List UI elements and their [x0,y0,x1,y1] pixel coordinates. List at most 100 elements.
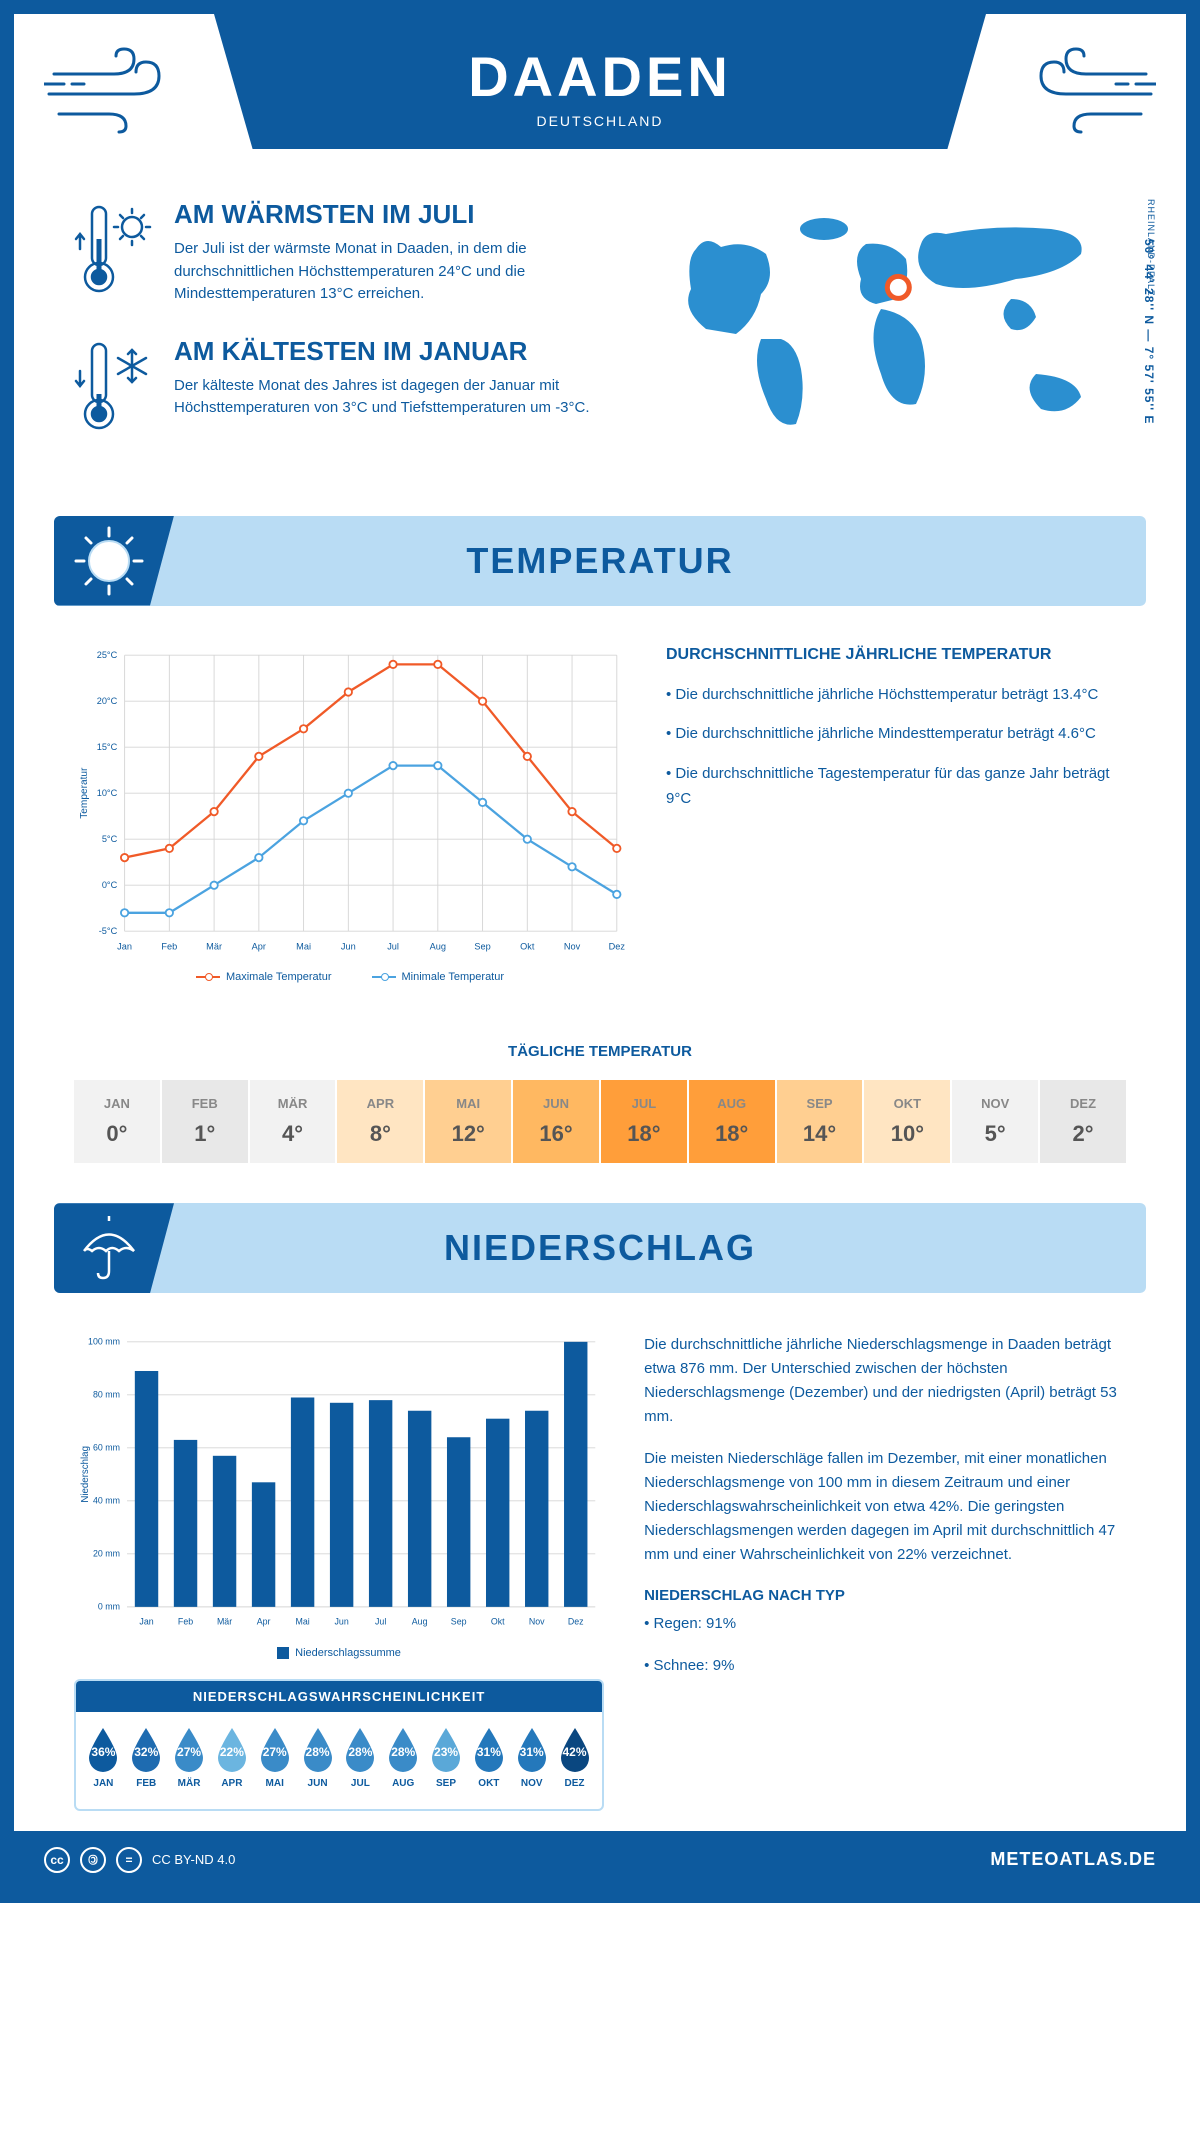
prob-drop: 31% NOV [512,1726,552,1789]
svg-text:60 mm: 60 mm [93,1443,120,1453]
drop-icon: 31% [512,1726,552,1774]
drop-percent: 32% [134,1745,158,1759]
svg-text:Jul: Jul [387,941,399,951]
temp-bullet-1: • Die durchschnittliche jährliche Höchst… [666,682,1126,708]
coldest-text: AM KÄLTESTEN IM JANUAR Der kälteste Mona… [174,336,626,436]
svg-text:Jan: Jan [139,1617,153,1627]
svg-text:Niederschlag: Niederschlag [80,1446,91,1503]
prob-month: JAN [83,1778,123,1789]
legend-max: Maximale Temperatur [196,971,332,983]
legend-min-label: Minimale Temperatur [402,971,505,983]
precip-text: Die durchschnittliche jährliche Niedersc… [644,1333,1126,1810]
daily-cell: APR8° [337,1080,425,1163]
svg-text:Dez: Dez [609,941,626,951]
warmest-block: AM WÄRMSTEN IM JULI Der Juli ist der wär… [74,199,626,306]
prob-row: 36% JAN 32% FEB 27% MÄR 22% APR 27% MAI … [76,1712,602,1795]
svg-text:Okt: Okt [491,1617,505,1627]
svg-text:Mai: Mai [295,1617,309,1627]
daily-cell: DEZ2° [1040,1080,1126,1163]
intro-section: AM WÄRMSTEN IM JULI Der Juli ist der wär… [14,149,1186,496]
world-map [666,199,1126,459]
drop-percent: 42% [563,1745,587,1759]
svg-text:Jun: Jun [335,1617,349,1627]
daily-month: JUL [601,1096,687,1111]
precip-title: NIEDERSCHLAG [444,1227,756,1269]
prob-drop: 27% MÄR [169,1726,209,1789]
prob-month: FEB [126,1778,166,1789]
svg-text:Jul: Jul [375,1617,386,1627]
svg-text:Nov: Nov [529,1617,545,1627]
precip-left: 0 mm20 mm40 mm60 mm80 mm100 mmJanFebMärA… [74,1333,604,1810]
prob-drop: 31% OKT [469,1726,509,1789]
daily-temp-title: TÄGLICHE TEMPERATUR [14,1043,1186,1060]
daily-value: 18° [689,1121,775,1147]
prob-drop: 28% JUN [298,1726,338,1789]
svg-text:10°C: 10°C [97,787,118,797]
legend-min: Minimale Temperatur [372,971,505,983]
daily-cell: FEB 1° [162,1080,250,1163]
svg-text:Feb: Feb [178,1617,193,1627]
prob-drop: 42% DEZ [555,1726,595,1789]
temp-content: -5°C0°C5°C10°C15°C20°C25°CJanFebMärAprMa… [14,606,1186,1024]
country-subtitle: DEUTSCHLAND [234,113,966,129]
svg-text:Apr: Apr [257,1617,271,1627]
svg-text:5°C: 5°C [102,833,118,843]
header-banner: DAADEN DEUTSCHLAND [214,14,986,149]
drop-icon: 28% [298,1726,338,1774]
daily-cell: JUN16° [513,1080,601,1163]
prob-month: AUG [383,1778,423,1789]
drop-icon: 42% [555,1726,595,1774]
drop-percent: 27% [177,1745,201,1759]
svg-text:20 mm: 20 mm [93,1549,120,1559]
svg-text:Apr: Apr [252,941,266,951]
prob-month: OKT [469,1778,509,1789]
prob-month: MAI [255,1778,295,1789]
svg-text:Aug: Aug [412,1617,428,1627]
prob-drop: 28% AUG [383,1726,423,1789]
drop-icon: 31% [469,1726,509,1774]
cc-icon: cc [44,1847,70,1873]
svg-text:Mär: Mär [217,1617,232,1627]
drop-icon: 27% [255,1726,295,1774]
svg-text:Sep: Sep [451,1617,467,1627]
drop-percent: 22% [220,1745,244,1759]
prob-drop: 28% JUL [340,1726,380,1789]
daily-month: MAI [425,1096,511,1111]
daily-value: 18° [601,1121,687,1147]
precip-legend: Niederschlagssumme [74,1647,604,1659]
precip-type-title: NIEDERSCHLAG NACH TYP [644,1587,1126,1604]
drop-icon: 36% [83,1726,123,1774]
temp-info-title: DURCHSCHNITTLICHE JÄHRLICHE TEMPERATUR [666,646,1126,664]
daily-value: 4° [250,1121,336,1147]
precip-type1: • Regen: 91% [644,1612,1126,1636]
temp-line-chart: -5°C0°C5°C10°C15°C20°C25°CJanFebMärAprMa… [74,646,626,959]
precip-p1: Die durchschnittliche jährliche Niedersc… [644,1333,1126,1429]
footer-license: cc 🄯 = CC BY-ND 4.0 [44,1847,235,1873]
svg-text:Mär: Mär [206,941,222,951]
temp-chart-box: -5°C0°C5°C10°C15°C20°C25°CJanFebMärAprMa… [74,646,626,984]
daily-month: JAN [74,1096,160,1111]
daily-value: 1° [162,1121,248,1147]
warmest-title: AM WÄRMSTEN IM JULI [174,199,626,230]
daily-month: FEB [162,1096,248,1111]
svg-text:0 mm: 0 mm [98,1602,120,1612]
coords-label: 50° 44' 28'' N — 7° 57' 55'' E [1142,239,1156,424]
legend-precip: Niederschlagssumme [277,1647,401,1659]
drop-icon: 32% [126,1726,166,1774]
daily-value: 12° [425,1121,511,1147]
prob-month: APR [212,1778,252,1789]
svg-text:Jun: Jun [341,941,356,951]
svg-text:40 mm: 40 mm [93,1496,120,1506]
prob-month: MÄR [169,1778,209,1789]
footer: cc 🄯 = CC BY-ND 4.0 METEOATLAS.DE [14,1831,1186,1889]
probability-box: NIEDERSCHLAGSWAHRSCHEINLICHKEIT 36% JAN … [74,1679,604,1811]
daily-month: SEP [777,1096,863,1111]
precip-p2: Die meisten Niederschläge fallen im Deze… [644,1447,1126,1567]
coldest-title: AM KÄLTESTEN IM JANUAR [174,336,626,367]
svg-text:100 mm: 100 mm [88,1337,120,1347]
sun-icon [74,526,144,596]
prob-month: JUN [298,1778,338,1789]
drop-percent: 27% [263,1745,287,1759]
temp-section-header: TEMPERATUR [54,516,1146,606]
daily-month: DEZ [1040,1096,1126,1111]
